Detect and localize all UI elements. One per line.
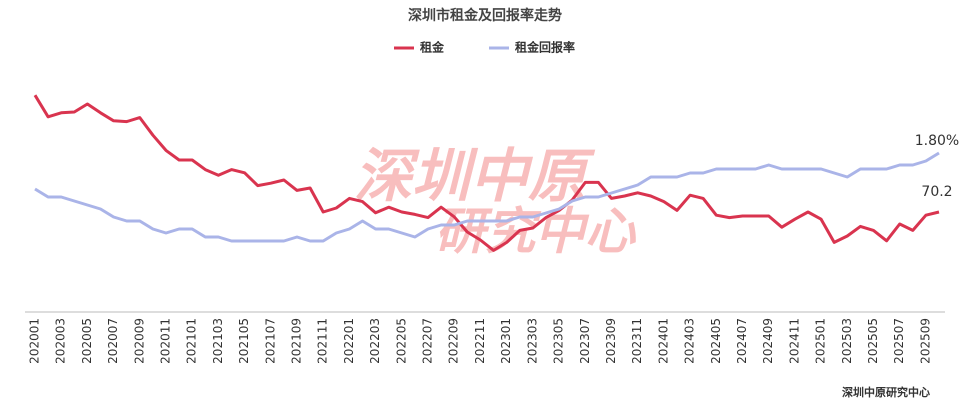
x-tick-label: 202505 xyxy=(866,318,880,364)
x-tick-label: 202109 xyxy=(290,318,304,364)
x-tick-label: 202207 xyxy=(421,318,435,364)
x-tick-label: 202001 xyxy=(28,318,42,364)
line-series xyxy=(33,94,940,252)
source: 深圳中原研究中心 xyxy=(842,385,930,399)
x-tick-label: 202305 xyxy=(552,318,566,364)
x-tick-label: 202509 xyxy=(918,318,932,364)
x-tick-label: 202411 xyxy=(787,318,801,364)
data-label: 70.2 xyxy=(921,184,952,200)
legend-label: 租金回报率 xyxy=(515,40,575,55)
x-tick-label: 202403 xyxy=(683,318,697,364)
x-tick-label: 202209 xyxy=(447,318,461,364)
x-tick-label: 202105 xyxy=(237,318,251,364)
watermark: 深圳中原 研究中心 xyxy=(354,142,637,260)
watermark-text: 深圳中原 xyxy=(354,142,596,210)
x-tick-label: 202211 xyxy=(473,318,487,364)
x-tick-label: 202401 xyxy=(656,318,670,364)
x-tick-label: 202111 xyxy=(316,318,330,364)
x-tick-label: 202409 xyxy=(761,318,775,364)
x-tick-label: 202205 xyxy=(394,318,408,364)
x-tick-label: 202003 xyxy=(54,318,68,364)
x-tick-label: 202407 xyxy=(735,318,749,364)
x-tick-label: 202005 xyxy=(80,318,94,364)
x-tick-label: 202307 xyxy=(578,318,592,364)
x-tick-label: 202507 xyxy=(892,318,906,364)
x-tick-label: 202101 xyxy=(185,318,199,364)
x-tick-label: 202503 xyxy=(840,318,854,364)
x-tick-label: 202107 xyxy=(263,318,277,364)
x-tick-label: 202007 xyxy=(106,318,120,364)
x-tick-label: 202311 xyxy=(630,318,644,364)
x-tick-label: 202501 xyxy=(814,318,828,364)
data-label: 1.80% xyxy=(915,133,959,149)
x-tick-label: 202011 xyxy=(159,318,173,364)
x-tick-label: 202009 xyxy=(132,318,146,364)
line-series xyxy=(34,151,940,243)
x-tick-label: 202203 xyxy=(368,318,382,364)
x-tick-label: 202103 xyxy=(211,318,225,364)
chart-title: 深圳市租金及回报率走势 xyxy=(408,7,562,24)
x-tick-label: 202303 xyxy=(525,318,539,364)
x-tick-label: 202309 xyxy=(604,318,618,364)
legend-label: 租金 xyxy=(420,40,445,55)
x-tick-label: 202201 xyxy=(342,318,356,364)
x-tick-label: 202301 xyxy=(499,318,513,364)
x-tick-label: 202405 xyxy=(709,318,723,364)
